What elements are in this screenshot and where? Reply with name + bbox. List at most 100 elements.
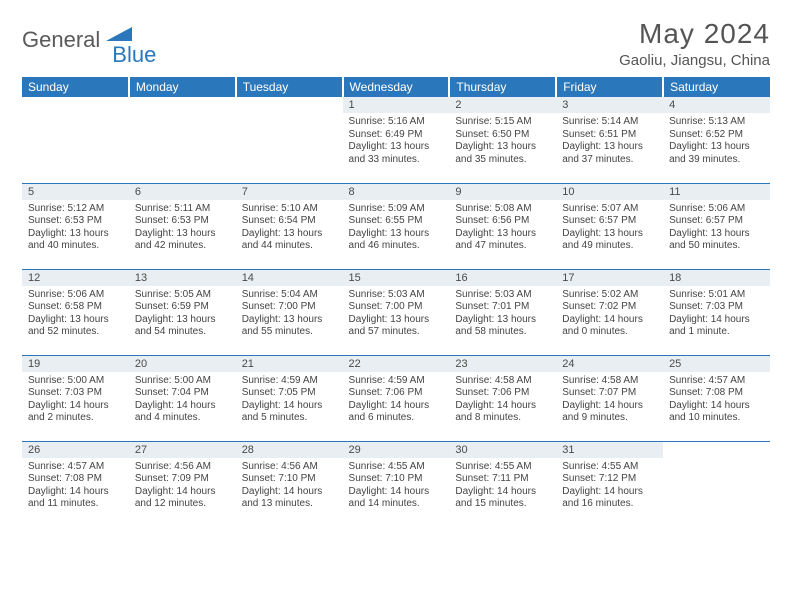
dow-header: Wednesday — [343, 77, 450, 97]
sunrise-text: Sunrise: 5:03 AM — [455, 289, 550, 302]
day-number: 31 — [556, 442, 663, 458]
sunrise-text: Sunrise: 5:14 AM — [562, 116, 657, 129]
day-number: 4 — [663, 97, 770, 113]
calendar-day-cell — [22, 97, 129, 183]
day-details: Sunrise: 4:57 AMSunset: 7:08 PMDaylight:… — [22, 460, 129, 513]
sunset-text: Sunset: 6:57 PM — [562, 215, 657, 228]
calendar-table: Sunday Monday Tuesday Wednesday Thursday… — [22, 77, 770, 527]
sunrise-text: Sunrise: 5:10 AM — [242, 203, 337, 216]
day-number: 21 — [236, 356, 343, 372]
calendar-day-cell: 11Sunrise: 5:06 AMSunset: 6:57 PMDayligh… — [663, 183, 770, 269]
sunrise-text: Sunrise: 4:58 AM — [562, 375, 657, 388]
day-details: Sunrise: 5:00 AMSunset: 7:04 PMDaylight:… — [129, 374, 236, 427]
sunset-text: Sunset: 7:07 PM — [562, 387, 657, 400]
sunset-text: Sunset: 6:54 PM — [242, 215, 337, 228]
calendar-day-cell: 7 Sunrise: 5:10 AMSunset: 6:54 PMDaylight… — [236, 183, 343, 269]
daylight-text: Daylight: 14 hours and 6 minutes. — [349, 400, 444, 425]
sunrise-text: Sunrise: 4:59 AM — [242, 375, 337, 388]
day-number: 28 — [236, 442, 343, 458]
day-details: Sunrise: 5:03 AMSunset: 7:01 PMDaylight:… — [449, 288, 556, 341]
calendar-day-cell: 3Sunrise: 5:14 AMSunset: 6:51 PMDaylight… — [556, 97, 663, 183]
calendar-day-cell: 9 Sunrise: 5:08 AMSunset: 6:56 PMDaylight… — [449, 183, 556, 269]
sunset-text: Sunset: 6:55 PM — [349, 215, 444, 228]
calendar-day-cell: 19Sunrise: 5:00 AMSunset: 7:03 PMDayligh… — [22, 355, 129, 441]
sunrise-text: Sunrise: 5:08 AM — [455, 203, 550, 216]
header: General Blue May 2024 Gaoliu, Jiangsu, C… — [22, 18, 770, 69]
day-number: 8 — [343, 184, 450, 200]
sunrise-text: Sunrise: 5:04 AM — [242, 289, 337, 302]
sunset-text: Sunset: 6:53 PM — [28, 215, 123, 228]
dow-header: Monday — [129, 77, 236, 97]
day-details: Sunrise: 5:15 AMSunset: 6:50 PMDaylight:… — [449, 115, 556, 168]
sunrise-text: Sunrise: 5:06 AM — [28, 289, 123, 302]
day-details: Sunrise: 5:05 AMSunset: 6:59 PMDaylight:… — [129, 288, 236, 341]
sunset-text: Sunset: 7:01 PM — [455, 301, 550, 314]
dow-header: Saturday — [663, 77, 770, 97]
calendar-week-row: 1Sunrise: 5:16 AMSunset: 6:49 PMDaylight… — [22, 97, 770, 183]
daylight-text: Daylight: 14 hours and 14 minutes. — [349, 486, 444, 511]
day-number: 29 — [343, 442, 450, 458]
day-number: 9 — [449, 184, 556, 200]
day-number: 16 — [449, 270, 556, 286]
daylight-text: Daylight: 13 hours and 55 minutes. — [242, 314, 337, 339]
calendar-day-cell — [129, 97, 236, 183]
daylight-text: Daylight: 13 hours and 46 minutes. — [349, 228, 444, 253]
daylight-text: Daylight: 14 hours and 1 minute. — [669, 314, 764, 339]
day-number: 7 — [236, 184, 343, 200]
calendar-day-cell: 26 Sunrise: 4:57 AMSunset: 7:08 PMDayligh… — [22, 441, 129, 527]
daylight-text: Daylight: 14 hours and 4 minutes. — [135, 400, 230, 425]
day-details: Sunrise: 5:10 AMSunset: 6:54 PMDaylight:… — [236, 202, 343, 255]
daylight-text: Daylight: 14 hours and 12 minutes. — [135, 486, 230, 511]
sunrise-text: Sunrise: 5:11 AM — [135, 203, 230, 216]
sunrise-text: Sunrise: 4:55 AM — [349, 461, 444, 474]
day-details — [663, 460, 770, 463]
day-number: 26 — [22, 442, 129, 458]
sunset-text: Sunset: 7:12 PM — [562, 473, 657, 486]
sunset-text: Sunset: 6:56 PM — [455, 215, 550, 228]
calendar-week-row: 19Sunrise: 5:00 AMSunset: 7:03 PMDayligh… — [22, 355, 770, 441]
daylight-text: Daylight: 14 hours and 16 minutes. — [562, 486, 657, 511]
sunrise-text: Sunrise: 5:07 AM — [562, 203, 657, 216]
calendar-day-cell: 18 Sunrise: 5:01 AMSunset: 7:03 PMDayligh… — [663, 269, 770, 355]
day-details: Sunrise: 4:56 AMSunset: 7:09 PMDaylight:… — [129, 460, 236, 513]
sunrise-text: Sunrise: 4:58 AM — [455, 375, 550, 388]
day-number: 3 — [556, 97, 663, 113]
sunrise-text: Sunrise: 4:57 AM — [669, 375, 764, 388]
calendar-week-row: 12Sunrise: 5:06 AMSunset: 6:58 PMDayligh… — [22, 269, 770, 355]
logo-text-1: General — [22, 27, 100, 53]
calendar-day-cell: 2Sunrise: 5:15 AMSunset: 6:50 PMDaylight… — [449, 97, 556, 183]
sunset-text: Sunset: 7:08 PM — [28, 473, 123, 486]
daylight-text: Daylight: 13 hours and 33 minutes. — [349, 141, 444, 166]
day-number: 25 — [663, 356, 770, 372]
sunrise-text: Sunrise: 4:55 AM — [562, 461, 657, 474]
daylight-text: Daylight: 13 hours and 47 minutes. — [455, 228, 550, 253]
day-number: 10 — [556, 184, 663, 200]
sunrise-text: Sunrise: 5:01 AM — [669, 289, 764, 302]
calendar-day-cell: 12Sunrise: 5:06 AMSunset: 6:58 PMDayligh… — [22, 269, 129, 355]
sunset-text: Sunset: 7:02 PM — [562, 301, 657, 314]
day-number: 18 — [663, 270, 770, 286]
sunset-text: Sunset: 6:59 PM — [135, 301, 230, 314]
sunset-text: Sunset: 6:57 PM — [669, 215, 764, 228]
day-number: 14 — [236, 270, 343, 286]
dow-header: Sunday — [22, 77, 129, 97]
sunset-text: Sunset: 7:03 PM — [669, 301, 764, 314]
sunrise-text: Sunrise: 5:15 AM — [455, 116, 550, 129]
day-details: Sunrise: 4:58 AMSunset: 7:06 PMDaylight:… — [449, 374, 556, 427]
calendar-day-cell: 15Sunrise: 5:03 AMSunset: 7:00 PMDayligh… — [343, 269, 450, 355]
calendar-week-row: 5Sunrise: 5:12 AMSunset: 6:53 PMDaylight… — [22, 183, 770, 269]
sunrise-text: Sunrise: 5:05 AM — [135, 289, 230, 302]
calendar-day-cell: 27Sunrise: 4:56 AMSunset: 7:09 PMDayligh… — [129, 441, 236, 527]
calendar-day-cell: 17Sunrise: 5:02 AMSunset: 7:02 PMDayligh… — [556, 269, 663, 355]
day-details: Sunrise: 4:55 AMSunset: 7:10 PMDaylight:… — [343, 460, 450, 513]
sunrise-text: Sunrise: 5:06 AM — [669, 203, 764, 216]
daylight-text: Daylight: 13 hours and 54 minutes. — [135, 314, 230, 339]
sunrise-text: Sunrise: 5:03 AM — [349, 289, 444, 302]
dow-header: Tuesday — [236, 77, 343, 97]
daylight-text: Daylight: 13 hours and 42 minutes. — [135, 228, 230, 253]
day-details: Sunrise: 5:13 AMSunset: 6:52 PMDaylight:… — [663, 115, 770, 168]
calendar-day-cell: 6Sunrise: 5:11 AMSunset: 6:53 PMDaylight… — [129, 183, 236, 269]
sunset-text: Sunset: 7:00 PM — [349, 301, 444, 314]
day-number: 19 — [22, 356, 129, 372]
sunset-text: Sunset: 7:03 PM — [28, 387, 123, 400]
